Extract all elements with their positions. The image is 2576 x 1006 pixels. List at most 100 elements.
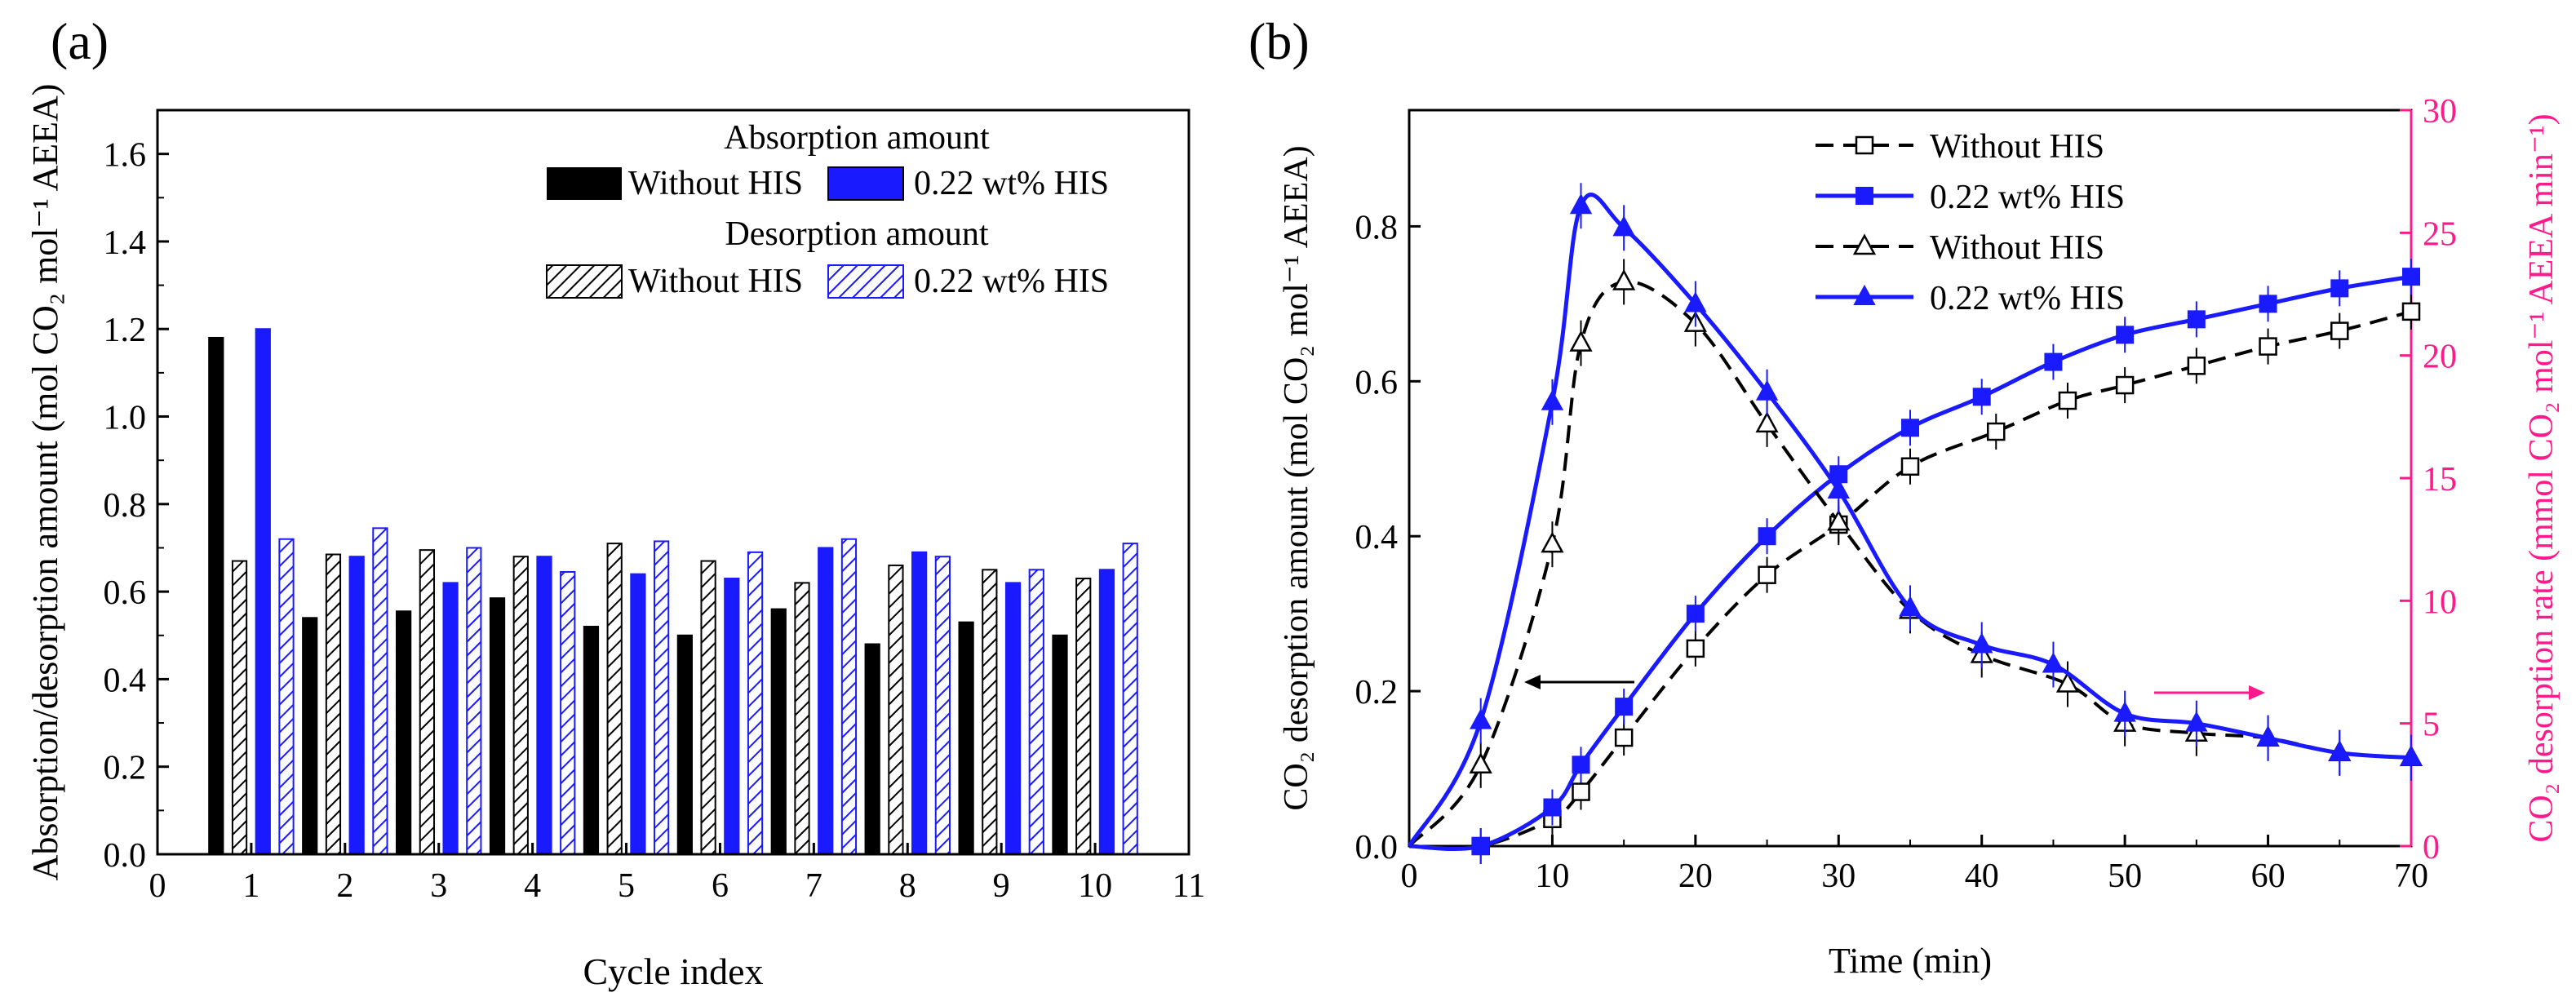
series-3-point <box>2055 671 2080 693</box>
panel-a-legend: Absorption amount Without HIS 0.22 wt% H… <box>546 119 1109 300</box>
series-2-point <box>2259 295 2277 313</box>
bar-desorption-without <box>982 569 998 855</box>
series-1-point <box>2330 321 2349 340</box>
legend-desorption-with-label: 0.22 wt% HIS <box>914 263 1109 300</box>
series-4-point <box>1569 193 1593 215</box>
b-ytick-right-label: 0 <box>2423 829 2440 866</box>
series-4-point <box>1684 291 1707 312</box>
series-2-point <box>1901 419 1919 437</box>
bar-absorption-with <box>724 578 740 856</box>
legend-desorption-with-swatch <box>827 264 904 299</box>
series-2-point <box>1572 756 1590 774</box>
series-2-point <box>1543 798 1562 817</box>
series-4-point <box>2185 711 2208 732</box>
legend-desorption-without-label: Without HIS <box>628 263 803 300</box>
bar-desorption-without <box>325 553 342 855</box>
a-xtick-label: 10 <box>1078 867 1112 905</box>
b-ytick-right-label: 20 <box>2423 339 2457 376</box>
bar-absorption-with <box>1004 582 1022 855</box>
a-ytick-label: 1.4 <box>104 224 147 262</box>
bar-desorption-with <box>654 540 670 855</box>
bar-absorption-without <box>864 643 880 856</box>
bar-absorption-without <box>396 610 412 856</box>
legend-label-1: Without HIS <box>1930 128 2104 166</box>
panel-a-ylabel: Absorption/desorption amount (mol CO₂ mo… <box>25 84 65 881</box>
legend-absorption-title: Absorption amount <box>724 119 990 157</box>
series-1-point <box>1572 782 1590 801</box>
series-1-point <box>2058 391 2077 410</box>
bar-desorption-without <box>794 582 810 855</box>
series-4-point <box>1827 477 1850 499</box>
a-xtick-label: 9 <box>993 867 1010 905</box>
series-1-point <box>1900 457 1920 476</box>
b-ytick-left-label: 0.8 <box>1355 209 1399 246</box>
series-4-point <box>1470 708 1492 729</box>
series-4-point <box>1612 215 1635 237</box>
a-ytick-label: 0.2 <box>104 750 147 787</box>
b-ytick-right-label: 5 <box>2423 707 2440 744</box>
a-ytick-label: 1.2 <box>104 312 147 349</box>
series-line-2 <box>1408 274 2412 851</box>
series-2-point <box>2044 352 2063 371</box>
bar-desorption-without <box>512 556 529 855</box>
series-4-point <box>1899 596 1922 617</box>
bar-absorption-without <box>489 597 506 856</box>
a-xtick-label: 7 <box>805 867 822 905</box>
panel-a-label: (a) <box>51 12 109 70</box>
series-1-point <box>2259 337 2277 356</box>
series-line-4 <box>1407 193 2412 848</box>
right-axis-arrow-head <box>2249 685 2265 700</box>
series-3-point <box>1569 330 1593 352</box>
series-4-point <box>1971 632 1993 654</box>
bar-absorption-without <box>208 336 224 855</box>
bar-absorption-without <box>958 621 974 855</box>
a-ytick-label: 0.4 <box>104 662 147 699</box>
b-ytick-left-label: 0.4 <box>1355 519 1399 556</box>
legend-marker-1 <box>1855 135 1874 155</box>
bar-desorption-with <box>278 538 295 855</box>
legend-absorption-with-swatch <box>827 166 904 201</box>
b-ytick-right-label: 15 <box>2423 461 2457 499</box>
series-3-point <box>1827 509 1851 531</box>
panel-b-legend: Without HIS 0.22 wt% HIS Without HIS 0.22 w… <box>1816 128 2125 317</box>
bar-desorption-without <box>231 560 248 855</box>
series-2-point <box>1471 837 1490 855</box>
legend-label-4: 0.22 wt% HIS <box>1930 280 2125 317</box>
bar-absorption-with <box>442 582 459 855</box>
b-ytick-left-label: 0.0 <box>1355 829 1399 866</box>
bar-absorption-without <box>1052 634 1068 855</box>
panel-b-label: (b) <box>1248 12 1310 70</box>
b-xtick-label: 10 <box>1535 858 1569 895</box>
bar-absorption-with <box>1098 569 1115 855</box>
legend-desorption-without-swatch <box>546 264 623 299</box>
a-ytick-label: 1.0 <box>104 400 147 437</box>
series-3-point <box>1612 268 1636 290</box>
bar-desorption-with <box>372 527 388 855</box>
series-1-point <box>1987 422 2006 441</box>
series-3-point <box>1541 531 1564 553</box>
legend-desorption-title: Desorption amount <box>725 215 988 253</box>
b-ytick-left-label: 0.6 <box>1355 364 1399 401</box>
a-xtick-label: 6 <box>712 867 729 905</box>
b-ytick-left-label: 0.2 <box>1355 674 1399 711</box>
bar-desorption-with <box>1122 543 1138 855</box>
bar-desorption-with <box>466 547 482 855</box>
bar-absorption-with <box>348 556 365 855</box>
panel-a-xlabel: Cycle index <box>583 951 764 992</box>
b-xtick-label: 50 <box>2108 858 2142 895</box>
panel-a-ticks: 0 1 2 3 4 5 6 7 8 9 10 11 0.0 0.2 0.4 0.6 0.8 1.0 1.2 1.4 1.… <box>104 137 1206 905</box>
series-1-point <box>1758 565 1776 584</box>
bar-desorption-with <box>934 556 951 855</box>
bar-absorption-without <box>583 626 600 855</box>
series-4-point <box>2256 725 2280 747</box>
legend-absorption-with-label: 0.22 wt% HIS <box>914 165 1109 202</box>
a-xtick-label: 1 <box>242 867 259 905</box>
bar-absorption-with <box>255 328 271 855</box>
a-ytick-label: 0.0 <box>104 837 147 875</box>
panel-b-ylabel-left: CO₂ desorption amount (mol CO₂ mol⁻¹ AEE… <box>1278 145 1315 810</box>
series-line-1 <box>1408 309 2412 850</box>
b-xtick-label: 40 <box>1965 858 1999 895</box>
legend-marker-4 <box>1853 284 1876 305</box>
a-xtick-label: 8 <box>899 867 916 905</box>
